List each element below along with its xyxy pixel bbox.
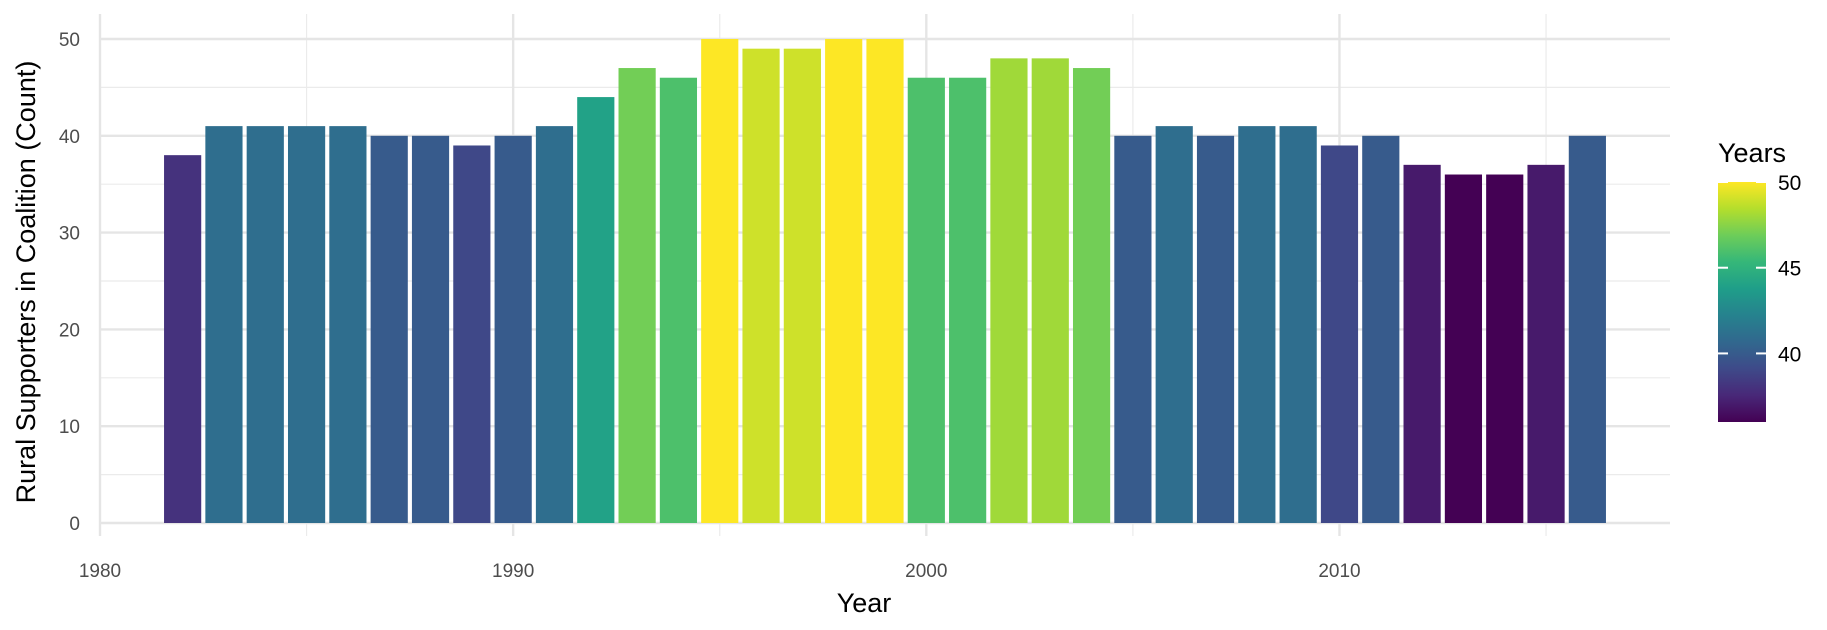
bar [1320, 145, 1359, 524]
x-tick-label: 2010 [1318, 561, 1360, 582]
y-tick-label: 10 [59, 417, 80, 438]
bar [825, 39, 863, 523]
bar [618, 68, 656, 523]
x-tick-label: 1990 [492, 561, 534, 582]
y-tick-label: 40 [59, 127, 80, 148]
y-tick-label: 0 [69, 514, 80, 535]
bar [453, 145, 491, 524]
bar [164, 155, 202, 523]
bars [164, 39, 1606, 524]
bar [1196, 135, 1235, 524]
bar [1155, 126, 1193, 524]
bar [1362, 135, 1400, 524]
bar [742, 48, 780, 524]
legend-tick-label: 40 [1778, 343, 1801, 366]
bar [907, 77, 945, 523]
x-tick-label: 2000 [905, 561, 947, 582]
bar [287, 126, 326, 524]
bar [990, 58, 1028, 524]
y-axis-title: Rural Supporters in Coalition (Count) [11, 61, 41, 504]
color-legend: Years 40 45 50 [1718, 138, 1801, 422]
axes: 1980 1990 2000 2010 0 10 20 30 40 50 [59, 30, 1361, 582]
bar [370, 135, 408, 524]
bar [329, 126, 367, 524]
legend-title: Years [1718, 138, 1786, 168]
y-tick-label: 50 [59, 30, 80, 51]
legend-tick-label: 45 [1778, 258, 1801, 281]
x-tick-label: 1980 [79, 561, 121, 582]
x-axis-title: Year [837, 588, 892, 618]
bar [701, 39, 739, 523]
bar [783, 48, 821, 524]
bar [1072, 68, 1111, 523]
bar [1238, 126, 1276, 524]
bar [1486, 174, 1524, 523]
bar [1568, 135, 1606, 524]
bar [866, 39, 904, 523]
bar [535, 126, 574, 524]
legend-tick-label: 50 [1778, 172, 1801, 195]
bar [411, 135, 450, 524]
bar [1403, 164, 1441, 523]
bar [494, 135, 532, 524]
bar [1114, 135, 1152, 524]
bar [1031, 58, 1069, 524]
legend-gradient-bar [1718, 182, 1766, 422]
bar [1279, 126, 1317, 524]
bar [1527, 164, 1565, 523]
bar [1444, 174, 1483, 523]
y-tick-label: 20 [59, 320, 80, 341]
bar [659, 77, 698, 523]
bar [246, 126, 284, 524]
bar [949, 77, 987, 523]
bar [205, 126, 243, 524]
y-tick-label: 30 [59, 224, 80, 245]
bar [577, 97, 615, 523]
